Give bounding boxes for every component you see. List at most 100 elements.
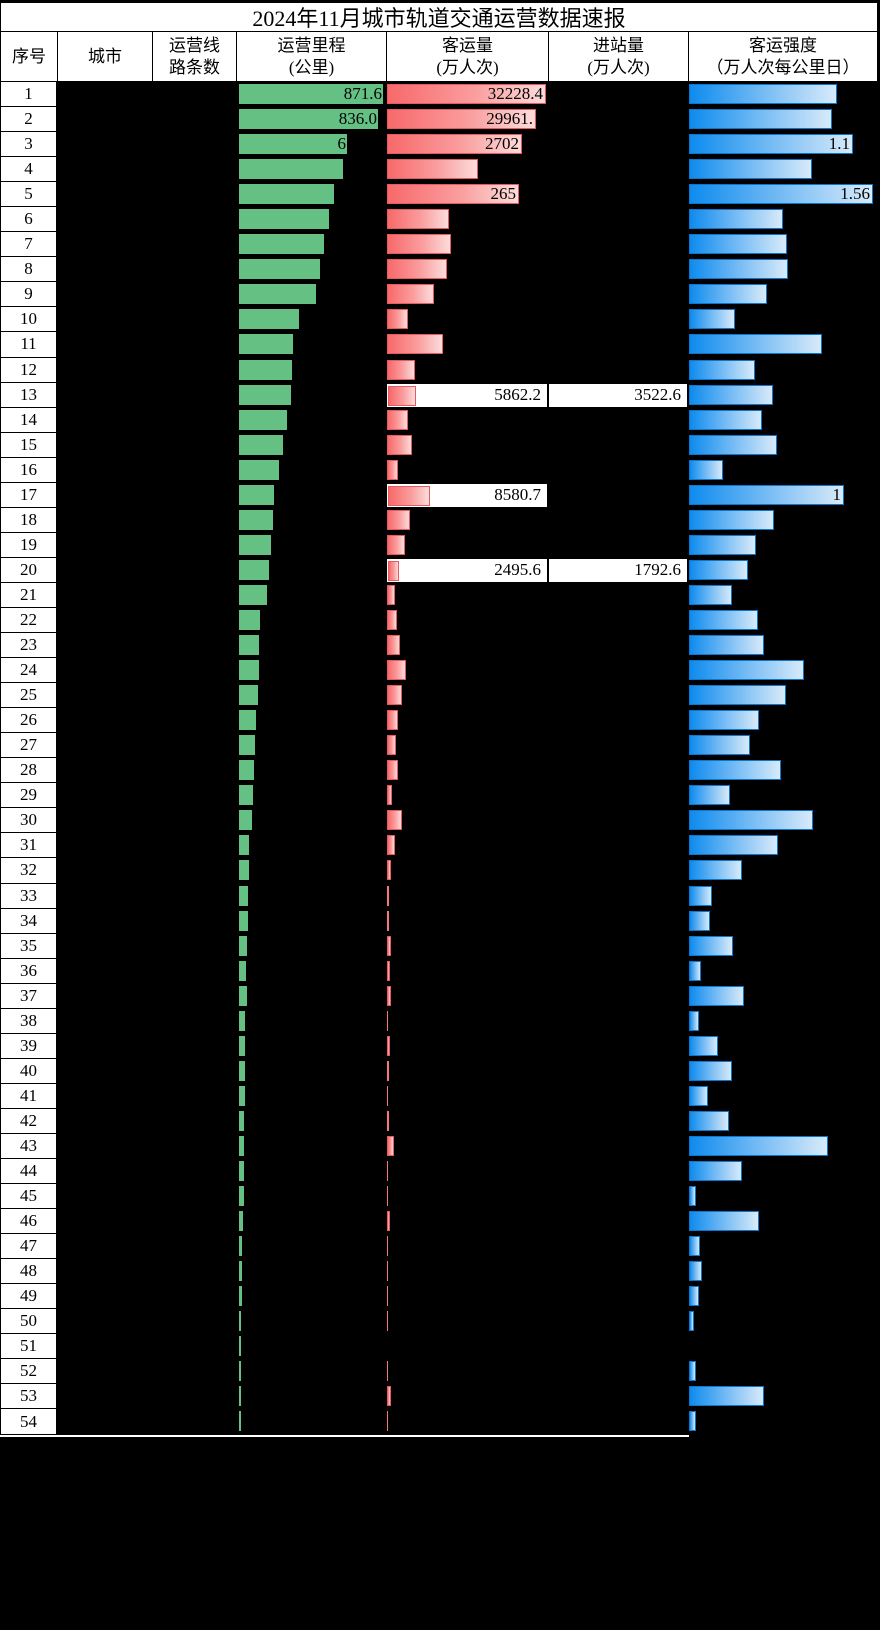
intensity-bar — [689, 209, 783, 230]
intensity-bar — [689, 710, 759, 731]
intensity-bar — [689, 359, 755, 380]
entries-cell — [548, 808, 688, 833]
intensity-bar: 1.1 — [689, 134, 853, 155]
mileage-cell — [236, 984, 386, 1009]
volume-bar — [387, 1135, 394, 1156]
volume-cell — [386, 808, 548, 833]
mileage-bar — [239, 960, 246, 981]
lines-count-cell — [152, 483, 236, 508]
table-row: 47 — [0, 1234, 878, 1260]
volume-cell — [386, 458, 548, 483]
lines-count-cell — [152, 633, 236, 658]
volume-cell — [386, 1209, 548, 1234]
volume-bar — [387, 910, 389, 931]
volume-bar — [387, 1060, 389, 1081]
intensity-cell — [688, 1059, 878, 1084]
volume-cell — [386, 408, 548, 433]
intensity-bar — [689, 459, 723, 480]
intensity-bar — [689, 1035, 718, 1056]
volume-bar — [387, 860, 391, 881]
index-cell: 7 — [0, 232, 57, 258]
mileage-bar — [239, 459, 279, 480]
entries-value: 1792.6 — [634, 560, 681, 580]
lines-count-cell — [152, 683, 236, 708]
entries-cell — [548, 884, 688, 909]
table-row: 34 — [0, 908, 878, 934]
intensity-cell — [688, 909, 878, 934]
intensity-bar — [689, 760, 781, 781]
mileage-bar — [239, 159, 343, 180]
entries-cell — [548, 508, 688, 533]
city-cell — [57, 1184, 152, 1209]
mileage-bar — [239, 660, 259, 681]
intensity-bar — [689, 384, 773, 405]
mileage-cell — [236, 533, 386, 558]
lines-count-cell — [152, 558, 236, 583]
intensity-cell — [688, 408, 878, 433]
mileage-cell — [236, 358, 386, 383]
header-entries: 进站量 (万人次) — [548, 32, 688, 82]
mileage-bar — [239, 985, 247, 1006]
entries-cell — [548, 1009, 688, 1034]
mileage-bar: 836.0 — [239, 109, 378, 130]
index-cell: 19 — [0, 532, 57, 558]
mileage-bar — [239, 609, 260, 630]
volume-cell — [386, 508, 548, 533]
volume-cell — [386, 433, 548, 458]
index-cell: 32 — [0, 858, 57, 884]
intensity-cell — [688, 708, 878, 733]
mileage-bar — [239, 1211, 243, 1232]
volume-cell — [386, 1309, 548, 1334]
intensity-cell — [688, 1359, 878, 1384]
intensity-bar — [689, 1110, 729, 1131]
mileage-cell — [236, 182, 386, 207]
intensity-cell — [688, 207, 878, 232]
volume-bar — [387, 1236, 388, 1257]
index-cell: 44 — [0, 1159, 57, 1185]
volume-cell — [386, 307, 548, 332]
index-cell: 28 — [0, 758, 57, 784]
intensity-bar — [689, 584, 732, 605]
volume-cell — [386, 1034, 548, 1059]
entries-cell — [548, 758, 688, 783]
mileage-cell — [236, 758, 386, 783]
volume-cell: 5862.2 — [386, 382, 548, 408]
index-cell: 23 — [0, 633, 57, 659]
intensity-bar — [689, 860, 742, 881]
volume-bar — [387, 1186, 388, 1207]
intensity-bar — [689, 1311, 694, 1332]
intensity-bar — [689, 1361, 696, 1382]
city-cell — [57, 358, 152, 383]
index-cell: 54 — [0, 1409, 57, 1435]
lines-count-cell — [152, 1009, 236, 1034]
intensity-bar — [689, 1286, 699, 1307]
intensity-bar — [689, 1386, 764, 1407]
table-row: 39 — [0, 1033, 878, 1059]
mileage-cell — [236, 934, 386, 959]
table-row: 53 — [0, 1384, 878, 1410]
lines-count-cell — [152, 82, 236, 107]
volume-bar-value: 29961. — [486, 109, 533, 129]
entries-cell: 1792.6 — [548, 557, 688, 583]
city-cell — [57, 1059, 152, 1084]
lines-count-cell — [152, 408, 236, 433]
table-row: 38 — [0, 1008, 878, 1034]
city-cell — [57, 533, 152, 558]
mileage-bar — [239, 1311, 241, 1332]
intensity-cell — [688, 683, 878, 708]
city-cell — [57, 232, 152, 257]
lines-count-cell — [152, 1384, 236, 1409]
volume-cell — [386, 633, 548, 658]
table-row: 5 265 1.56 — [0, 182, 878, 208]
volume-cell — [386, 1234, 548, 1259]
city-cell — [57, 984, 152, 1009]
table-row: 52 — [0, 1359, 878, 1385]
entries-cell — [548, 332, 688, 357]
volume-bar — [387, 1261, 388, 1282]
mileage-bar — [239, 685, 258, 706]
volume-cell — [386, 934, 548, 959]
volume-value: 2495.6 — [494, 560, 541, 580]
mileage-cell — [236, 1259, 386, 1284]
volume-cell — [386, 683, 548, 708]
table-row: 13 5862.2 3522.6 — [0, 382, 878, 408]
